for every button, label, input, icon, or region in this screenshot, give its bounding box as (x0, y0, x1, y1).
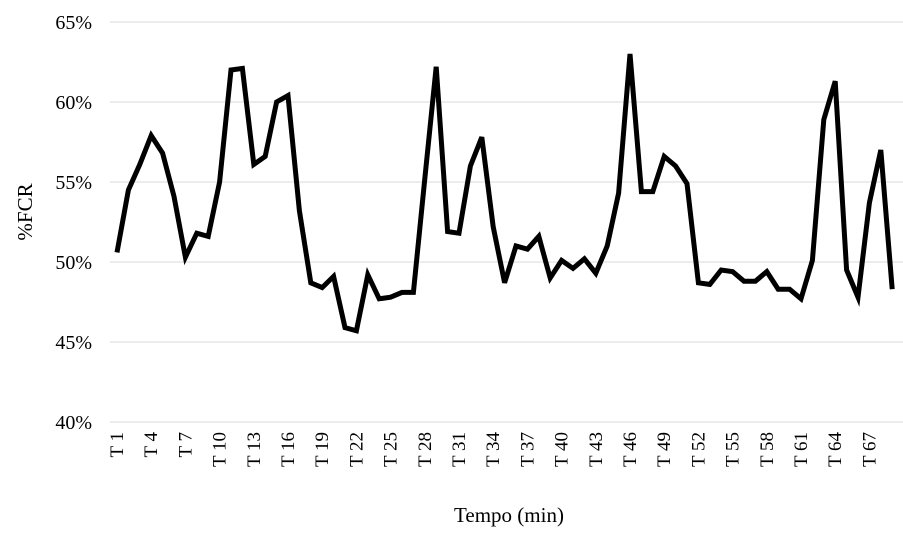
y-tick-label: 50% (55, 252, 92, 274)
x-tick-label: T 64 (825, 432, 846, 468)
x-tick-label: T 37 (517, 432, 538, 467)
x-tick-label: T 22 (346, 432, 367, 467)
x-axis-ticks: T 1 T 4 T 7 T 10 T 13 T 16 T 19 T 22 T 25 T 28 T 3… (107, 432, 880, 468)
y-tick-label: 45% (55, 332, 92, 354)
x-tick-label: T 55 (723, 432, 744, 467)
y-tick-label: 40% (55, 412, 92, 434)
x-tick-label: T 1 (107, 432, 128, 458)
y-axis-title: %FCR (13, 183, 37, 240)
x-tick-label: T 43 (586, 432, 607, 467)
x-tick-label: T 10 (210, 432, 231, 467)
x-tick-label: T 28 (415, 432, 436, 467)
x-tick-label: T 4 (141, 432, 162, 458)
y-tick-label: 55% (55, 172, 92, 194)
x-tick-label: T 13 (244, 432, 265, 467)
x-tick-label: T 25 (381, 432, 402, 467)
y-tick-label: 65% (55, 12, 92, 34)
x-tick-label: T 40 (552, 432, 573, 467)
series-line (114, 53, 895, 334)
x-tick-label: T 49 (654, 432, 675, 467)
x-tick-label: T 61 (791, 432, 812, 467)
y-tick-label: 60% (55, 92, 92, 114)
x-tick-label: T 52 (688, 432, 709, 467)
gridlines (110, 21, 903, 423)
x-tick-label: T 46 (620, 432, 641, 467)
x-tick-label: T 34 (483, 432, 504, 468)
x-tick-label: T 19 (312, 432, 333, 467)
series-layer (114, 53, 895, 334)
x-tick-label: T 7 (175, 432, 196, 458)
x-axis-title: Tempo (min) (454, 503, 564, 527)
x-tick-label: T 67 (859, 432, 880, 467)
y-axis-ticks: 40% 45% 50% 55% 60% 65% (55, 12, 92, 434)
x-tick-label: T 31 (449, 432, 470, 467)
x-tick-label: T 16 (278, 432, 299, 467)
x-tick-label: T 58 (757, 432, 778, 467)
